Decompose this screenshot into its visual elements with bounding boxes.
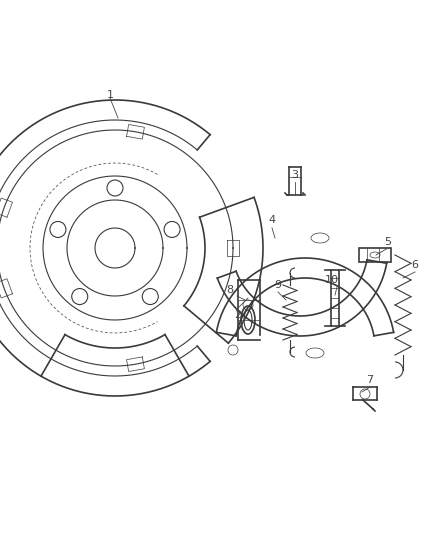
Text: 2: 2: [234, 310, 242, 320]
Bar: [359, 248, 391, 262]
Text: 3: 3: [292, 170, 299, 180]
Text: 1: 1: [106, 90, 113, 100]
Text: 7: 7: [367, 375, 374, 385]
Text: 10: 10: [325, 275, 339, 285]
Text: 9: 9: [275, 280, 282, 290]
Text: 6: 6: [411, 260, 418, 270]
Text: 5: 5: [385, 237, 392, 247]
Text: 8: 8: [226, 285, 233, 295]
Text: 4: 4: [268, 215, 276, 225]
